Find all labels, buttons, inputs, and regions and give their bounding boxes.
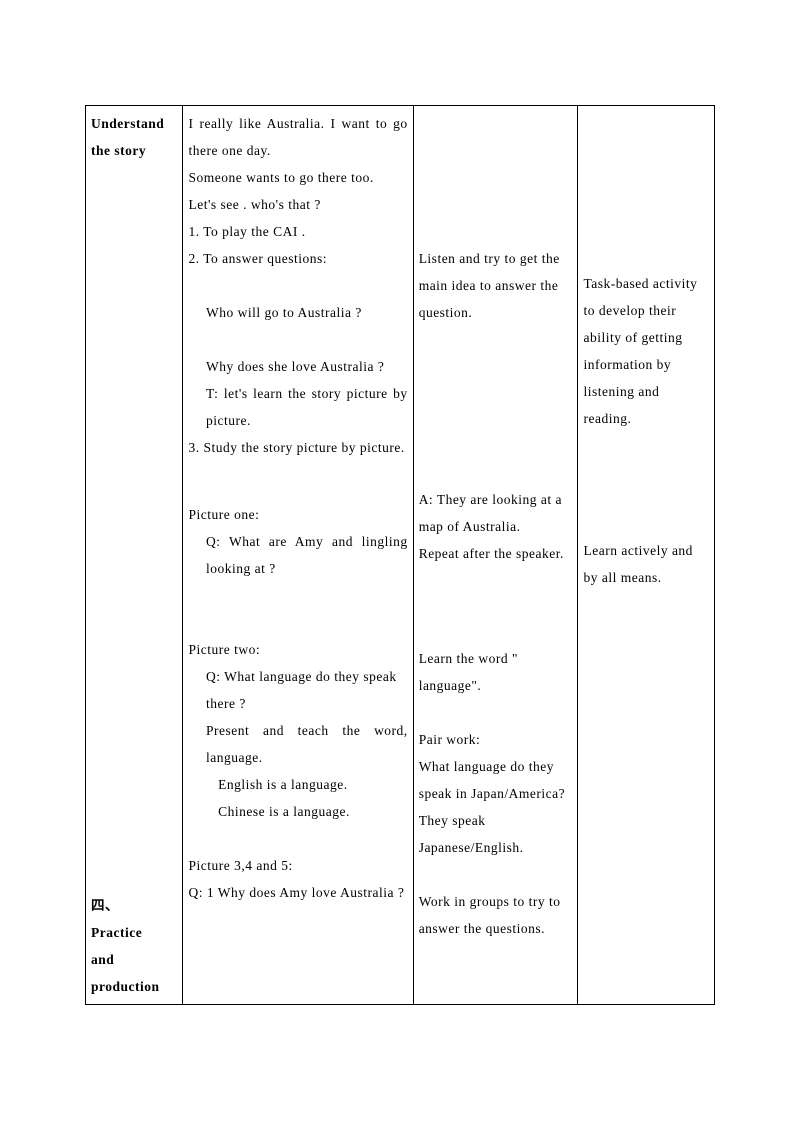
pair-work-question: What language do they speak in Japan/Ame… <box>419 753 573 807</box>
picture-345-question: Q: 1 Why does Amy love Australia ? <box>188 879 407 906</box>
picture-1-question: Q: What are Amy and lingling looking at … <box>188 528 407 582</box>
task-purpose: Task-based activity to develop their abi… <box>583 270 709 432</box>
question-1: Who will go to Australia ? <box>188 299 407 326</box>
answer-a: A: They are looking at a map of Australi… <box>419 486 573 540</box>
purpose-column: Task-based activity to develop their abi… <box>578 106 715 1005</box>
question-2: Why does she love Australia ? <box>188 353 407 380</box>
stage-understand-line1: Understand <box>91 110 177 137</box>
teacher-activity-column: I really like Australia. I want to go th… <box>183 106 413 1005</box>
stage-practice-line4: production <box>91 973 177 1000</box>
stage-practice-line3: and <box>91 946 177 973</box>
pair-work-title: Pair work: <box>419 726 573 753</box>
intro-text-1: I really like Australia. I want to go th… <box>188 110 407 164</box>
picture-2-example-1: English is a language. <box>188 771 407 798</box>
picture-2-example-2: Chinese is a language. <box>188 798 407 825</box>
step-1: 1. To play the CAI . <box>188 218 407 245</box>
picture-2-question: Q: What language do they speak there ? <box>188 663 407 717</box>
intro-text-3: Let's see . who's that ? <box>188 191 407 218</box>
student-activity-column: Listen and try to get the main idea to a… <box>413 106 578 1005</box>
pair-work-answer: They speak Japanese/English. <box>419 807 573 861</box>
picture-2-present: Present and teach the word, language. <box>188 717 407 771</box>
repeat-instruction: Repeat after the speaker. <box>419 540 573 567</box>
step-2: 2. To answer questions: <box>188 245 407 272</box>
learn-word: Learn the word " language". <box>419 645 573 699</box>
stage-practice-line1: 四、 <box>91 892 177 919</box>
learn-purpose: Learn actively and by all means. <box>583 537 709 591</box>
picture-345-title: Picture 3,4 and 5: <box>188 852 407 879</box>
intro-text-2: Someone wants to go there too. <box>188 164 407 191</box>
picture-1-title: Picture one: <box>188 501 407 528</box>
listen-instruction: Listen and try to get the main idea to a… <box>419 245 573 326</box>
picture-2-title: Picture two: <box>188 636 407 663</box>
step-3: 3. Study the story picture by picture. <box>188 434 407 461</box>
stage-practice-line2: Practice <box>91 919 177 946</box>
stage-understand-line2: the story <box>91 137 177 164</box>
teacher-instruction: T: let's learn the story picture by pict… <box>188 380 407 434</box>
lesson-plan-table: Understand the story 四、 Practice and pro… <box>85 105 715 1005</box>
group-work: Work in groups to try to answer the ques… <box>419 888 573 942</box>
stage-column: Understand the story 四、 Practice and pro… <box>86 106 183 1005</box>
